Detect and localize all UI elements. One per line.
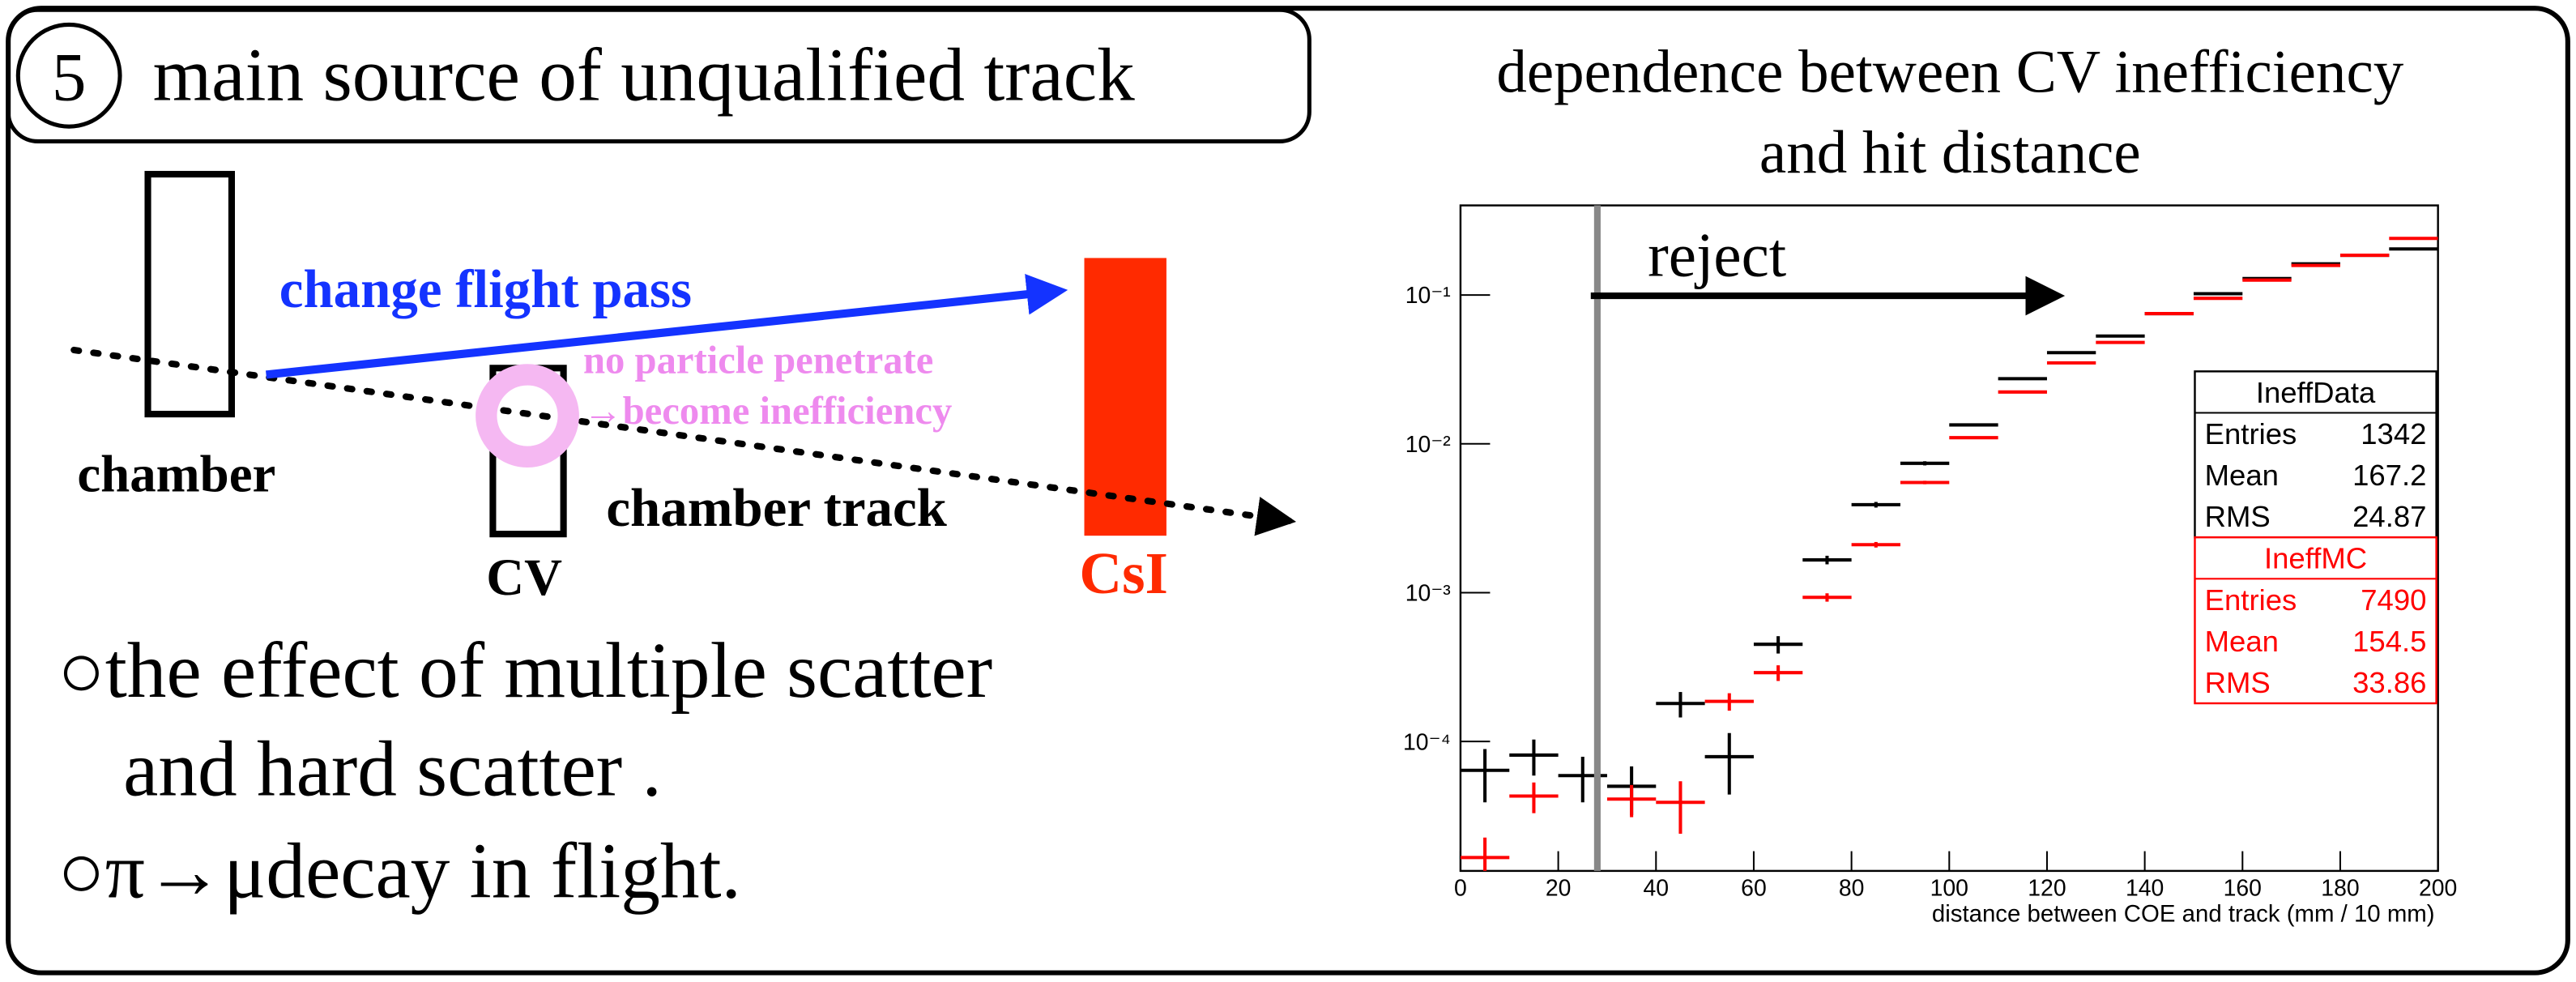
chart-title: dependence between CV inefficiency (1496, 39, 2403, 106)
stats-label: RMS (2205, 500, 2271, 533)
x-tick-label: 60 (1741, 875, 1767, 901)
track-label: chamber track (606, 478, 947, 538)
stats-box (2194, 370, 2437, 539)
csi-label: CsI (1079, 540, 1168, 606)
pink-label: →become inefficiency (583, 389, 952, 433)
x-axis-label: distance between COE and track (mm / 10 … (1932, 901, 2435, 928)
pink-circle (476, 364, 579, 468)
stats-title: IneffData (2256, 376, 2376, 409)
chamber-track-line (70, 346, 1297, 536)
chamber-box (144, 170, 236, 418)
cv-label: CV (486, 549, 562, 607)
chart-title: and hit distance (1759, 119, 2141, 186)
stats-title: IneffMC (2264, 542, 2367, 575)
reject-label: reject (1648, 220, 1786, 290)
stats-label: Mean (2205, 459, 2279, 492)
x-tick-label: 140 (2126, 875, 2164, 901)
y-tick-label: 10⁻³ (1405, 581, 1451, 607)
stats-value: 24.87 (2352, 500, 2426, 533)
bullet: and hard scatter . (123, 726, 662, 813)
stats-label: Entries (2205, 583, 2297, 617)
flight-arrow (266, 274, 1068, 379)
flight-label: change flight pass (279, 259, 692, 319)
stats-value: 33.86 (2352, 666, 2426, 699)
stats-box (2194, 536, 2437, 705)
plot-area (1460, 237, 2438, 871)
x-tick-label: 100 (1930, 875, 1968, 901)
slide-frame (6, 6, 2570, 976)
pink-label: no particle penetrate (583, 338, 933, 382)
x-tick-label: 200 (2419, 875, 2457, 901)
x-tick-label: 180 (2321, 875, 2359, 901)
bullet: ○π→μdecay in flight. (58, 827, 741, 915)
x-tick-label: 80 (1839, 875, 1865, 901)
x-tick-label: 160 (2224, 875, 2262, 901)
header-circle (15, 22, 122, 129)
bullet: ○the effect of multiple scatter (58, 627, 992, 715)
stats-value: 1342 (2361, 417, 2426, 450)
stats-value: 167.2 (2352, 459, 2426, 492)
stats-label: Entries (2205, 417, 2297, 450)
csi-box (1084, 258, 1166, 536)
stats-label: RMS (2205, 666, 2271, 699)
y-tick-label: 10⁻⁴ (1403, 729, 1451, 755)
header-title: main source of unqualified track (153, 34, 1136, 117)
y-tick-label: 10⁻¹ (1405, 283, 1451, 309)
header-number: 5 (52, 40, 87, 116)
y-tick-label: 10⁻² (1405, 432, 1451, 458)
header-box (6, 7, 1311, 143)
x-tick-label: 20 (1546, 875, 1572, 901)
stats-value: 154.5 (2352, 625, 2426, 658)
x-tick-label: 0 (1454, 875, 1467, 901)
x-tick-label: 120 (2028, 875, 2066, 901)
stats-label: Mean (2205, 625, 2279, 658)
chamber-label: chamber (77, 445, 275, 503)
stats-value: 7490 (2361, 583, 2426, 617)
x-tick-label: 40 (1644, 875, 1670, 901)
